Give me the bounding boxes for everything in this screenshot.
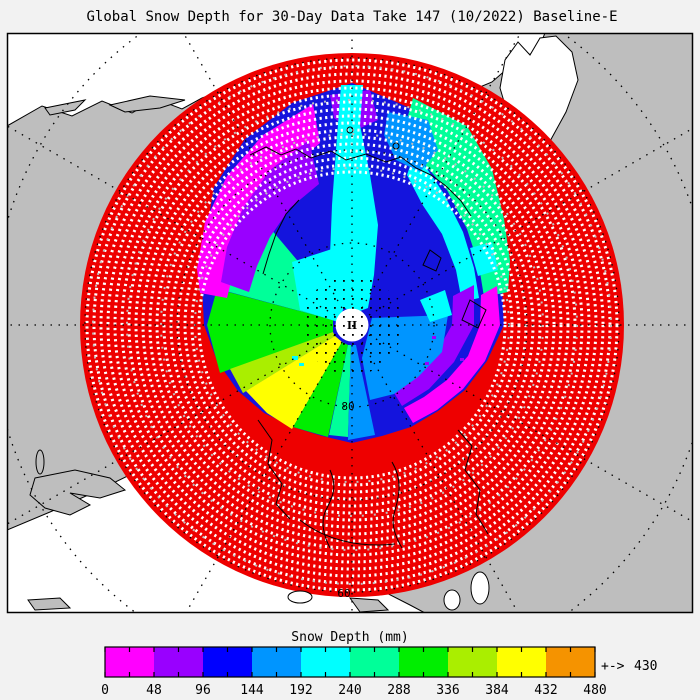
data-cyan-column bbox=[330, 85, 378, 314]
coastal-islands-south bbox=[27, 597, 390, 613]
data-band-purple-nw bbox=[221, 140, 319, 292]
caspian-sea bbox=[470, 571, 490, 605]
data-cyan-patch-e2 bbox=[420, 290, 452, 322]
pole-dot-grid bbox=[302, 275, 402, 375]
map-frame bbox=[6, 32, 694, 614]
colorbar-tick-label: 480 bbox=[583, 683, 606, 698]
data-band-magenta-e bbox=[404, 286, 500, 423]
latitude-label-60: 60 bbox=[337, 587, 350, 600]
colorbar-tick-label: 192 bbox=[289, 683, 312, 698]
colorbar-tick-labels: 0 48 96 144 192 240 288 336 384 432 480 bbox=[101, 683, 607, 698]
colorbar-tick-label: 0 bbox=[101, 683, 109, 698]
data-band-purple-e bbox=[393, 285, 474, 406]
colorbar-tick-label: 336 bbox=[436, 683, 459, 698]
overflow-arrow: +-> bbox=[601, 659, 625, 674]
data-cyan-lakes bbox=[292, 356, 304, 366]
colorbar-tick-label: 288 bbox=[387, 683, 410, 698]
coastlines bbox=[249, 126, 490, 611]
colorbar-tick-label: 48 bbox=[146, 683, 162, 698]
pole-symbol: II bbox=[347, 319, 357, 332]
colorbar-title: Snow Depth (mm) bbox=[291, 630, 408, 645]
data-purple-speckles bbox=[425, 336, 464, 373]
data-band-cyan-ne bbox=[407, 151, 479, 302]
latitude-label-80: 80 bbox=[341, 400, 354, 413]
colorbar-tick-label: 144 bbox=[240, 683, 264, 698]
colorbar-tick-label: 384 bbox=[485, 683, 509, 698]
british-isles bbox=[29, 469, 127, 516]
aleutian-islands bbox=[44, 74, 432, 116]
colorbar: Snow Depth (mm) 0 48 96 144 192 240 288 … bbox=[101, 630, 657, 698]
plot-title: Global Snow Depth for 30-Day Data Take 1… bbox=[86, 9, 617, 25]
small-island bbox=[35, 449, 45, 475]
data-wedge bbox=[207, 289, 333, 373]
colorbar-border bbox=[104, 646, 596, 678]
colorbar-overflow: +-> 430 bbox=[601, 659, 657, 674]
colorbar-tick-label: 432 bbox=[534, 683, 557, 698]
overflow-value: 430 bbox=[634, 659, 657, 674]
colorbar-tick-label: 240 bbox=[338, 683, 361, 698]
baltic-sea bbox=[287, 590, 313, 604]
data-cyan-patch-e1 bbox=[470, 242, 498, 276]
colorbar-tick-label: 96 bbox=[195, 683, 211, 698]
black-sea bbox=[443, 589, 461, 611]
